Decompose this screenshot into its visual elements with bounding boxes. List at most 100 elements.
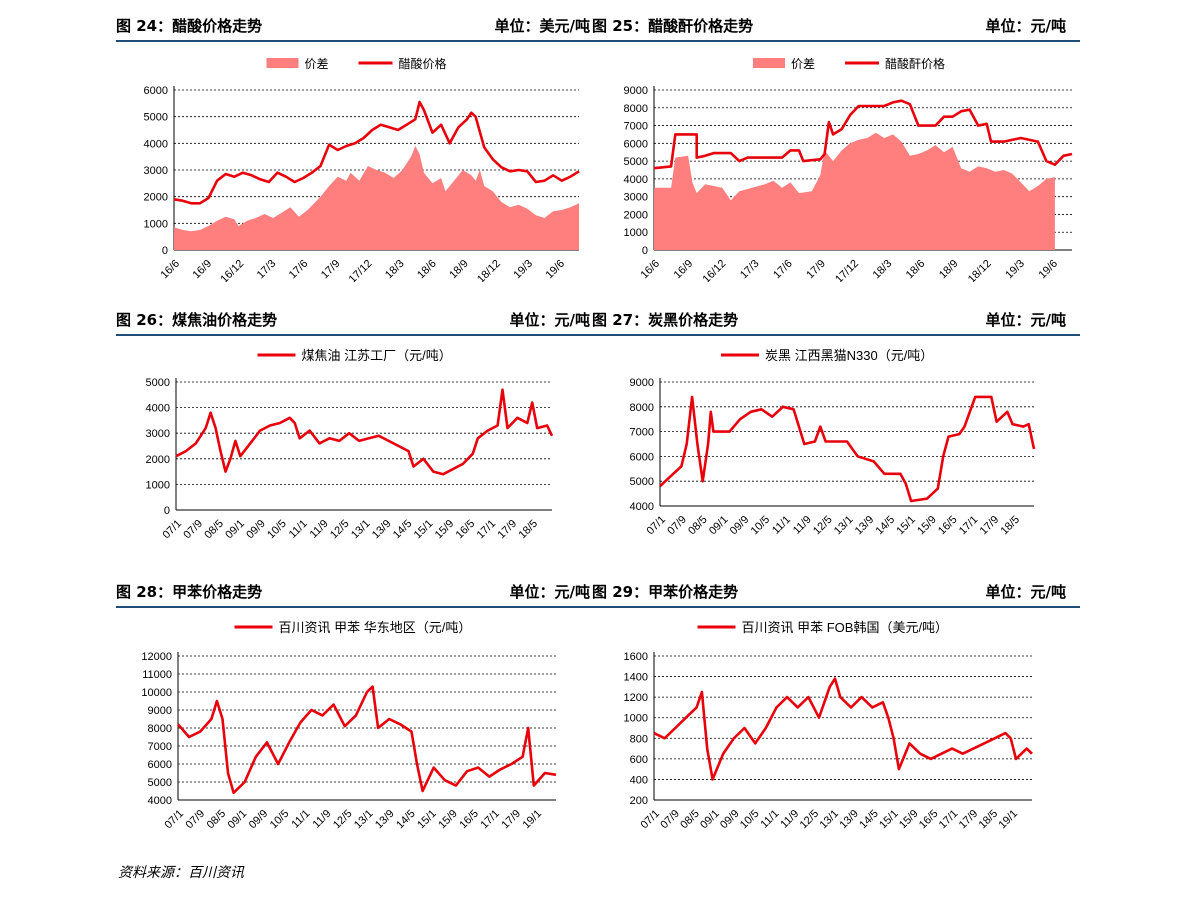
y-tick-label: 2000: [146, 454, 170, 466]
x-tick-label: 16/6: [158, 258, 182, 282]
y-tick-label: 4000: [630, 501, 654, 513]
chart-header: 图 29：甲苯价格走势 单位：元/吨: [592, 580, 1080, 608]
chart-unit: 单位：元/吨: [985, 311, 1066, 329]
y-tick-label: 9000: [148, 705, 172, 717]
x-tick-label: 11/1: [289, 808, 312, 831]
x-tick-label: 16/12: [218, 258, 246, 282]
x-tick-label: 19/6: [1036, 258, 1060, 282]
x-tick-label: 11/9: [791, 514, 814, 537]
y-tick-label: 6000: [630, 451, 654, 463]
x-tick-label: 15/9: [915, 514, 939, 538]
x-tick-label: 14/5: [391, 518, 415, 542]
y-tick-label: 5000: [624, 156, 648, 168]
x-tick-label: 07/9: [665, 514, 689, 538]
legend-label: 百川资讯 甲苯 FOB韩国（美元/吨）: [742, 620, 949, 635]
legend-swatch-area: [753, 58, 785, 68]
y-tick-label: 2000: [624, 209, 648, 221]
x-tick-label: 10/5: [749, 514, 773, 538]
y-tick-label: 5000: [144, 112, 168, 124]
chart-title: 图 26：煤焦油价格走势: [116, 311, 278, 329]
x-tick-label: 14/5: [874, 514, 898, 538]
x-tick-label: 15/1: [415, 808, 439, 832]
x-tick-label: 12/5: [798, 808, 822, 832]
x-tick-label: 18/9: [447, 258, 471, 282]
x-tick-label: 07/9: [658, 808, 682, 832]
chart-panel-28: 图 28：甲苯价格走势 单位：元/吨 4000 5000 6000 7000 8000 9…: [116, 566, 604, 851]
chart-header: 图 27：炭黑价格走势 单位：元/吨: [592, 308, 1080, 336]
y-tick-label: 1400: [624, 672, 648, 684]
y-tick-label: 200: [630, 795, 648, 807]
x-tick-label: 17/6: [287, 258, 311, 282]
x-tick-label: 18/5: [998, 514, 1022, 538]
x-tick-label: 17/9: [978, 514, 1002, 538]
x-tick-label: 10/5: [268, 808, 292, 832]
source-note: 资料来源：百川资讯: [118, 865, 244, 881]
x-tick-label: 16/12: [701, 258, 729, 282]
series-line: [653, 99, 1073, 170]
y-tick-label: 0: [164, 505, 170, 517]
x-tick-label: 13/1: [832, 514, 856, 538]
x-tick-label: 19/1: [996, 808, 1020, 832]
x-tick-label: 18/5: [977, 808, 1001, 832]
chart-title: 图 25：醋酸酐价格走势: [592, 17, 754, 35]
chart-title: 图 27：炭黑价格走势: [592, 311, 739, 329]
x-tick-label: 16/9: [672, 258, 696, 282]
x-tick-label: 08/5: [205, 808, 229, 832]
x-tick-label: 19/1: [520, 808, 544, 832]
x-tick-label: 12/5: [811, 514, 835, 538]
x-tick-label: 16/9: [191, 258, 215, 282]
y-tick-label: 7000: [630, 427, 654, 439]
y-tick-label: 5000: [630, 476, 654, 488]
y-tick-label: 4000: [624, 174, 648, 186]
x-tick-label: 17/12: [833, 258, 861, 282]
x-tick-label: 18/12: [475, 258, 503, 282]
x-tick-label: 13/9: [370, 518, 394, 542]
chart-28: 4000 5000 6000 7000 8000 9000 10000 11000 12000 0…: [141, 620, 557, 832]
x-tick-label: 11/1: [287, 518, 310, 541]
y-tick-label: 5000: [148, 777, 172, 789]
legend-label: 价差: [791, 57, 815, 71]
chart-title: 图 28：甲苯价格走势: [116, 583, 263, 601]
y-tick-label: 8000: [624, 103, 648, 115]
x-tick-label: 19/3: [1003, 258, 1027, 282]
y-tick-label: 6000: [624, 138, 648, 150]
y-tick-label: 0: [162, 245, 168, 257]
x-tick-label: 15/9: [897, 808, 921, 832]
x-tick-label: 14/5: [394, 808, 418, 832]
y-tick-label: 8000: [630, 402, 654, 414]
x-tick-label: 18/6: [904, 258, 928, 282]
chart-title: 图 24：醋酸价格走势: [116, 17, 263, 35]
chart-panel-26: 图 26：煤焦油价格走势 单位：元/吨 0 1000 2000 3000 4000 500…: [116, 294, 604, 579]
y-tick-label: 7000: [148, 741, 172, 753]
chart-unit: 单位：元/吨: [509, 311, 590, 329]
chart-unit: 单位：美元/吨: [494, 17, 590, 35]
y-tick-label: 1000: [144, 218, 168, 230]
y-tick-label: 5000: [146, 377, 170, 389]
x-tick-label: 15/1: [412, 518, 436, 542]
chart-unit: 单位：元/吨: [509, 583, 590, 601]
x-tick-label: 07/1: [644, 514, 668, 538]
series-line: [659, 395, 1036, 503]
legend-label: 百川资讯 甲苯 华东地区（元/吨）: [279, 620, 472, 635]
x-tick-label: 16/6: [638, 258, 662, 282]
series-area: [174, 146, 579, 250]
y-tick-label: 1000: [624, 227, 648, 239]
x-tick-label: 11/9: [778, 808, 801, 831]
y-tick-label: 6000: [148, 759, 172, 771]
x-tick-label: 18/9: [937, 258, 961, 282]
y-tick-label: 3000: [144, 165, 168, 177]
x-tick-label: 13/9: [373, 808, 397, 832]
chart-29: 200 400 600 800 1000 1200 1400 1600 07/107/908/5…: [624, 620, 1033, 832]
x-tick-label: 17/1: [478, 808, 502, 832]
x-tick-label: 15/1: [877, 808, 901, 832]
y-tick-label: 400: [630, 774, 648, 786]
chart-title: 图 29：甲苯价格走势: [592, 583, 739, 601]
x-tick-label: 11/1: [758, 808, 781, 831]
x-tick-label: 17/1: [475, 518, 499, 542]
x-tick-label: 18/5: [516, 518, 540, 542]
x-tick-label: 18/3: [383, 258, 407, 282]
x-tick-label: 07/9: [184, 808, 208, 832]
x-tick-label: 07/1: [638, 808, 662, 832]
y-tick-label: 0: [642, 245, 648, 257]
series-area: [654, 132, 1055, 250]
